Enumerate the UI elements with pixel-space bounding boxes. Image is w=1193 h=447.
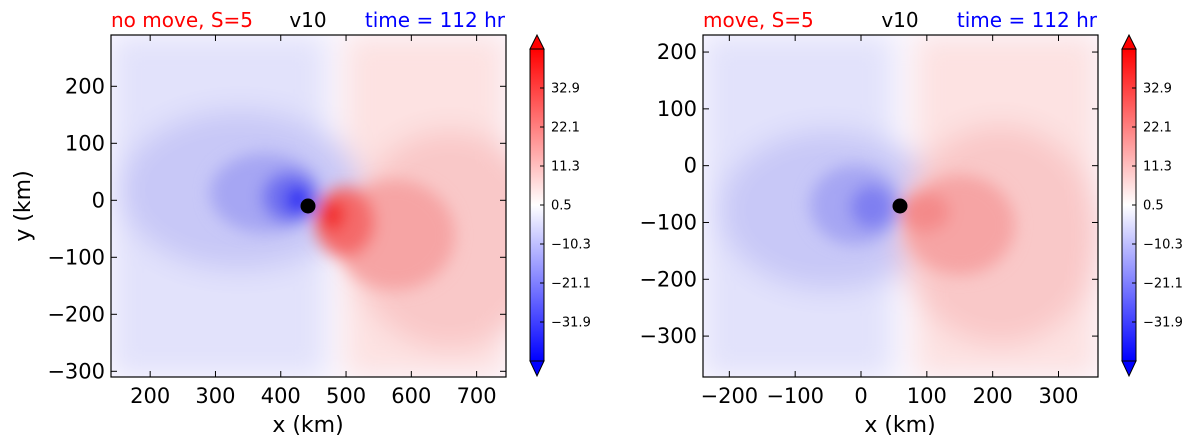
y-tick-label: 200 xyxy=(65,74,105,98)
colorbar-1: 32.9 22.1 11.3 0.5 −10.3 −21.1 −31.9 xyxy=(529,33,591,378)
x-tick-label: 100 xyxy=(907,384,947,408)
y-tick-label: −100 xyxy=(47,245,105,269)
y-tick-label: 0 xyxy=(92,188,105,212)
x-axis-label-1: x (km) xyxy=(272,413,343,438)
colorbar-max-extend-1 xyxy=(529,33,545,50)
title-left-1: no move, S=5 xyxy=(111,8,253,32)
colorbar-tick-label: −10.3 xyxy=(1143,238,1183,253)
x-tick-label: −200 xyxy=(700,384,758,408)
storm-center-marker-1 xyxy=(300,198,316,214)
title-center-2: v10 xyxy=(881,8,918,32)
x-tick-label: 200 xyxy=(973,384,1013,408)
title-center-1: v10 xyxy=(289,8,326,32)
title-right-1: time = 112 hr xyxy=(365,8,506,32)
x-tick-label: 0 xyxy=(854,384,867,408)
colorbar-tick-label: 0.5 xyxy=(1143,199,1164,214)
colorbar-min-extend-2 xyxy=(1121,360,1137,378)
x-tick-label: 600 xyxy=(391,384,431,408)
colorbar-2: 32.9 22.1 11.3 0.5 −10.3 −21.1 −31.9 xyxy=(1121,33,1183,378)
x-tick-label: 300 xyxy=(1038,384,1078,408)
colorbar-tick-label: −21.1 xyxy=(551,277,591,292)
colorbar-tick-label: 32.9 xyxy=(1143,82,1172,97)
x-ticks-1: 200 300 400 500 600 700 xyxy=(130,35,497,408)
x-ticks-2: −200 −100 0 100 200 300 xyxy=(700,35,1079,408)
plot-frame-2 xyxy=(702,34,1099,378)
y-ticks-1: 200 100 0 −100 −200 −300 xyxy=(47,74,506,383)
x-tick-label: 500 xyxy=(326,384,366,408)
colorbar-max-extend-2 xyxy=(1121,33,1137,50)
colorbar-ticks-2: 32.9 22.1 11.3 0.5 −10.3 −21.1 −31.9 xyxy=(1132,82,1183,331)
x-tick-label: 200 xyxy=(130,384,170,408)
panel-no-move: 200 300 400 500 600 700 200 100 0 −100 −200 −300 n… xyxy=(11,8,507,438)
colorbar-tick-label: −31.9 xyxy=(551,316,591,331)
x-tick-label: 300 xyxy=(195,384,235,408)
colorbar-tick-label: 32.9 xyxy=(551,82,580,97)
panel-move: −200 −100 0 100 200 300 200 100 0 −100 −200 −300 m… xyxy=(639,8,1099,438)
colorbar-tick-label: 11.3 xyxy=(551,160,580,175)
y-tick-label: 100 xyxy=(657,97,697,121)
y-tick-label: −200 xyxy=(47,302,105,326)
title-left-2: move, S=5 xyxy=(703,8,814,32)
y-tick-label: −300 xyxy=(639,324,697,348)
y-tick-label: 200 xyxy=(657,40,697,64)
y-ticks-2: 200 100 0 −100 −200 −300 xyxy=(639,40,1098,348)
title-right-2: time = 112 hr xyxy=(957,8,1098,32)
y-tick-label: −200 xyxy=(639,267,697,291)
x-tick-label: −100 xyxy=(766,384,824,408)
plot-frame-1 xyxy=(110,34,507,378)
colorbar-tick-label: −21.1 xyxy=(1143,277,1183,292)
colorbar-tick-label: −31.9 xyxy=(1143,316,1183,331)
heatmap-field-1 xyxy=(111,35,506,377)
x-axis-label-2: x (km) xyxy=(864,413,935,438)
x-tick-label: 400 xyxy=(261,384,301,408)
y-axis-label-1: y (km) xyxy=(11,170,36,241)
y-tick-label: 0 xyxy=(684,154,697,178)
y-tick-label: 100 xyxy=(65,131,105,155)
x-tick-label: 700 xyxy=(457,384,497,408)
colorbar-tick-label: 0.5 xyxy=(551,199,572,214)
colorbar-ticks-1: 32.9 22.1 11.3 0.5 −10.3 −21.1 −31.9 xyxy=(540,82,591,331)
colorbar-tick-label: 11.3 xyxy=(1143,160,1172,175)
colorbar-tick-label: 22.1 xyxy=(551,121,580,136)
colorbar-tick-label: 22.1 xyxy=(1143,121,1172,136)
colorbar-min-extend-1 xyxy=(529,360,545,378)
colorbar-tick-label: −10.3 xyxy=(551,238,591,253)
y-tick-label: −100 xyxy=(639,210,697,234)
storm-center-marker-2 xyxy=(892,198,908,214)
y-tick-label: −300 xyxy=(47,359,105,383)
